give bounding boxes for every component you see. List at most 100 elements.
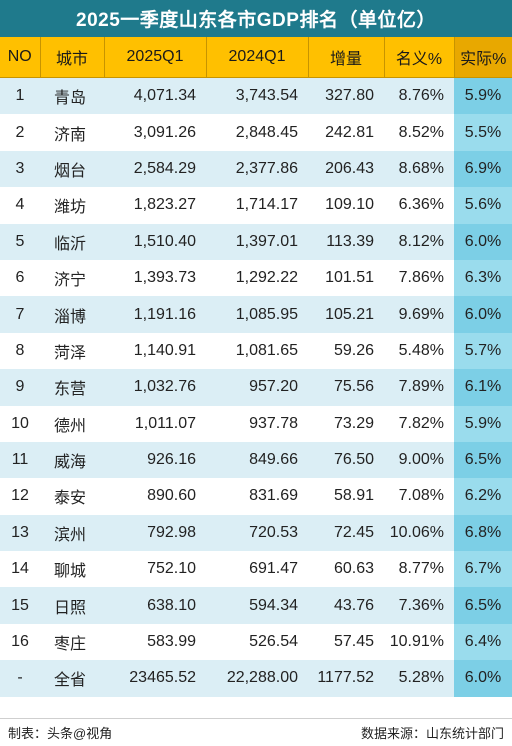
cell-no: - xyxy=(0,660,40,697)
cell-increase: 73.29 xyxy=(308,405,384,442)
cell-increase: 101.51 xyxy=(308,259,384,297)
cell-nominal: 8.68% xyxy=(384,150,454,188)
cell-increase: 113.39 xyxy=(308,223,384,260)
cell-no: 1 xyxy=(0,77,40,115)
cell-nominal: 9.00% xyxy=(384,441,454,479)
cell-city: 枣庄 xyxy=(40,623,104,661)
cell-increase: 327.80 xyxy=(308,77,384,115)
cell-increase: 58.91 xyxy=(308,478,384,515)
cell-nominal: 7.82% xyxy=(384,405,454,442)
cell-real: 6.0% xyxy=(454,223,512,260)
cell-nominal: 5.28% xyxy=(384,660,454,697)
cell-real: 6.7% xyxy=(454,551,512,588)
cell-2025q1: 2,584.29 xyxy=(104,150,206,188)
table-row: 14 聊城 752.10 691.47 60.63 8.77% 6.7% xyxy=(0,551,512,588)
cell-no: 8 xyxy=(0,332,40,370)
cell-2025q1: 752.10 xyxy=(104,551,206,588)
cell-real: 6.4% xyxy=(454,623,512,661)
cell-increase: 1177.52 xyxy=(308,660,384,697)
cell-2025q1: 1,191.16 xyxy=(104,296,206,333)
cell-increase: 75.56 xyxy=(308,369,384,406)
cell-2024q1: 526.54 xyxy=(206,623,308,661)
table-title: 2025一季度山东各市GDP排名（单位亿） xyxy=(0,0,512,37)
cell-2024q1: 1,714.17 xyxy=(206,187,308,224)
cell-no: 14 xyxy=(0,551,40,588)
cell-2025q1: 926.16 xyxy=(104,441,206,479)
header-increase: 增量 xyxy=(308,37,385,78)
cell-nominal: 7.36% xyxy=(384,587,454,624)
cell-no: 12 xyxy=(0,478,40,515)
cell-2025q1: 4,071.34 xyxy=(104,77,206,115)
cell-no: 16 xyxy=(0,623,40,661)
cell-real: 6.0% xyxy=(454,296,512,333)
cell-city: 济南 xyxy=(40,114,104,151)
cell-2024q1: 594.34 xyxy=(206,587,308,624)
cell-nominal: 10.91% xyxy=(384,623,454,661)
table-row: 16 枣庄 583.99 526.54 57.45 10.91% 6.4% xyxy=(0,623,512,661)
table-row: 6 济宁 1,393.73 1,292.22 101.51 7.86% 6.3% xyxy=(0,259,512,297)
cell-city: 烟台 xyxy=(40,150,104,188)
cell-nominal: 10.06% xyxy=(384,514,454,552)
cell-city: 东营 xyxy=(40,369,104,406)
table-body: 1 青岛 4,071.34 3,743.54 327.80 8.76% 5.9% 2 济南 3,0… xyxy=(0,77,512,697)
cell-nominal: 9.69% xyxy=(384,296,454,333)
cell-city: 青岛 xyxy=(40,77,104,115)
header-no: NO xyxy=(0,37,41,78)
cell-city: 德州 xyxy=(40,405,104,442)
cell-2024q1: 22,288.00 xyxy=(206,660,308,697)
table-row: 15 日照 638.10 594.34 43.76 7.36% 6.5% xyxy=(0,587,512,624)
header-2025q1: 2025Q1 xyxy=(104,37,207,78)
cell-no: 13 xyxy=(0,514,40,552)
table-row: - 全省 23465.52 22,288.00 1177.52 5.28% 6.0% xyxy=(0,660,512,697)
cell-city: 威海 xyxy=(40,441,104,479)
cell-2024q1: 1,085.95 xyxy=(206,296,308,333)
cell-2025q1: 1,011.07 xyxy=(104,405,206,442)
cell-2024q1: 3,743.54 xyxy=(206,77,308,115)
table-row: 4 潍坊 1,823.27 1,714.17 109.10 6.36% 5.6% xyxy=(0,187,512,224)
cell-nominal: 7.08% xyxy=(384,478,454,515)
cell-increase: 72.45 xyxy=(308,514,384,552)
cell-increase: 109.10 xyxy=(308,187,384,224)
cell-no: 10 xyxy=(0,405,40,442)
cell-2024q1: 957.20 xyxy=(206,369,308,406)
cell-city: 潍坊 xyxy=(40,187,104,224)
cell-city: 日照 xyxy=(40,587,104,624)
cell-nominal: 5.48% xyxy=(384,332,454,370)
cell-city: 菏泽 xyxy=(40,332,104,370)
cell-nominal: 7.89% xyxy=(384,369,454,406)
footer: 制表：头条@视角 数据来源：山东统计部门 xyxy=(0,718,512,746)
cell-increase: 76.50 xyxy=(308,441,384,479)
cell-2025q1: 1,510.40 xyxy=(104,223,206,260)
cell-real: 6.9% xyxy=(454,150,512,188)
cell-2024q1: 849.66 xyxy=(206,441,308,479)
cell-real: 5.7% xyxy=(454,332,512,370)
footer-author: 制表：头条@视角 xyxy=(8,726,113,741)
cell-2024q1: 1,397.01 xyxy=(206,223,308,260)
cell-2025q1: 1,140.91 xyxy=(104,332,206,370)
header-row: NO 城市 2025Q1 2024Q1 增量 名义% 实际% xyxy=(0,37,512,78)
cell-increase: 59.26 xyxy=(308,332,384,370)
cell-2025q1: 1,032.76 xyxy=(104,369,206,406)
cell-2025q1: 890.60 xyxy=(104,478,206,515)
cell-increase: 60.63 xyxy=(308,551,384,588)
table-row: 2 济南 3,091.26 2,848.45 242.81 8.52% 5.5% xyxy=(0,114,512,151)
cell-real: 5.9% xyxy=(454,405,512,442)
gdp-table: NO 城市 2025Q1 2024Q1 增量 名义% 实际% 1 青岛 4,071.… xyxy=(0,37,512,697)
cell-2025q1: 1,823.27 xyxy=(104,187,206,224)
cell-no: 4 xyxy=(0,187,40,224)
table-row: 1 青岛 4,071.34 3,743.54 327.80 8.76% 5.9% xyxy=(0,77,512,115)
header-2024q1: 2024Q1 xyxy=(206,37,309,78)
cell-no: 2 xyxy=(0,114,40,151)
table-row: 9 东营 1,032.76 957.20 75.56 7.89% 6.1% xyxy=(0,369,512,406)
cell-city: 滨州 xyxy=(40,514,104,552)
cell-2024q1: 937.78 xyxy=(206,405,308,442)
cell-2025q1: 3,091.26 xyxy=(104,114,206,151)
cell-2024q1: 831.69 xyxy=(206,478,308,515)
cell-2024q1: 1,292.22 xyxy=(206,259,308,297)
table-row: 13 滨州 792.98 720.53 72.45 10.06% 6.8% xyxy=(0,514,512,552)
cell-nominal: 8.52% xyxy=(384,114,454,151)
cell-city: 泰安 xyxy=(40,478,104,515)
cell-2025q1: 583.99 xyxy=(104,623,206,661)
cell-real: 6.0% xyxy=(454,660,512,697)
